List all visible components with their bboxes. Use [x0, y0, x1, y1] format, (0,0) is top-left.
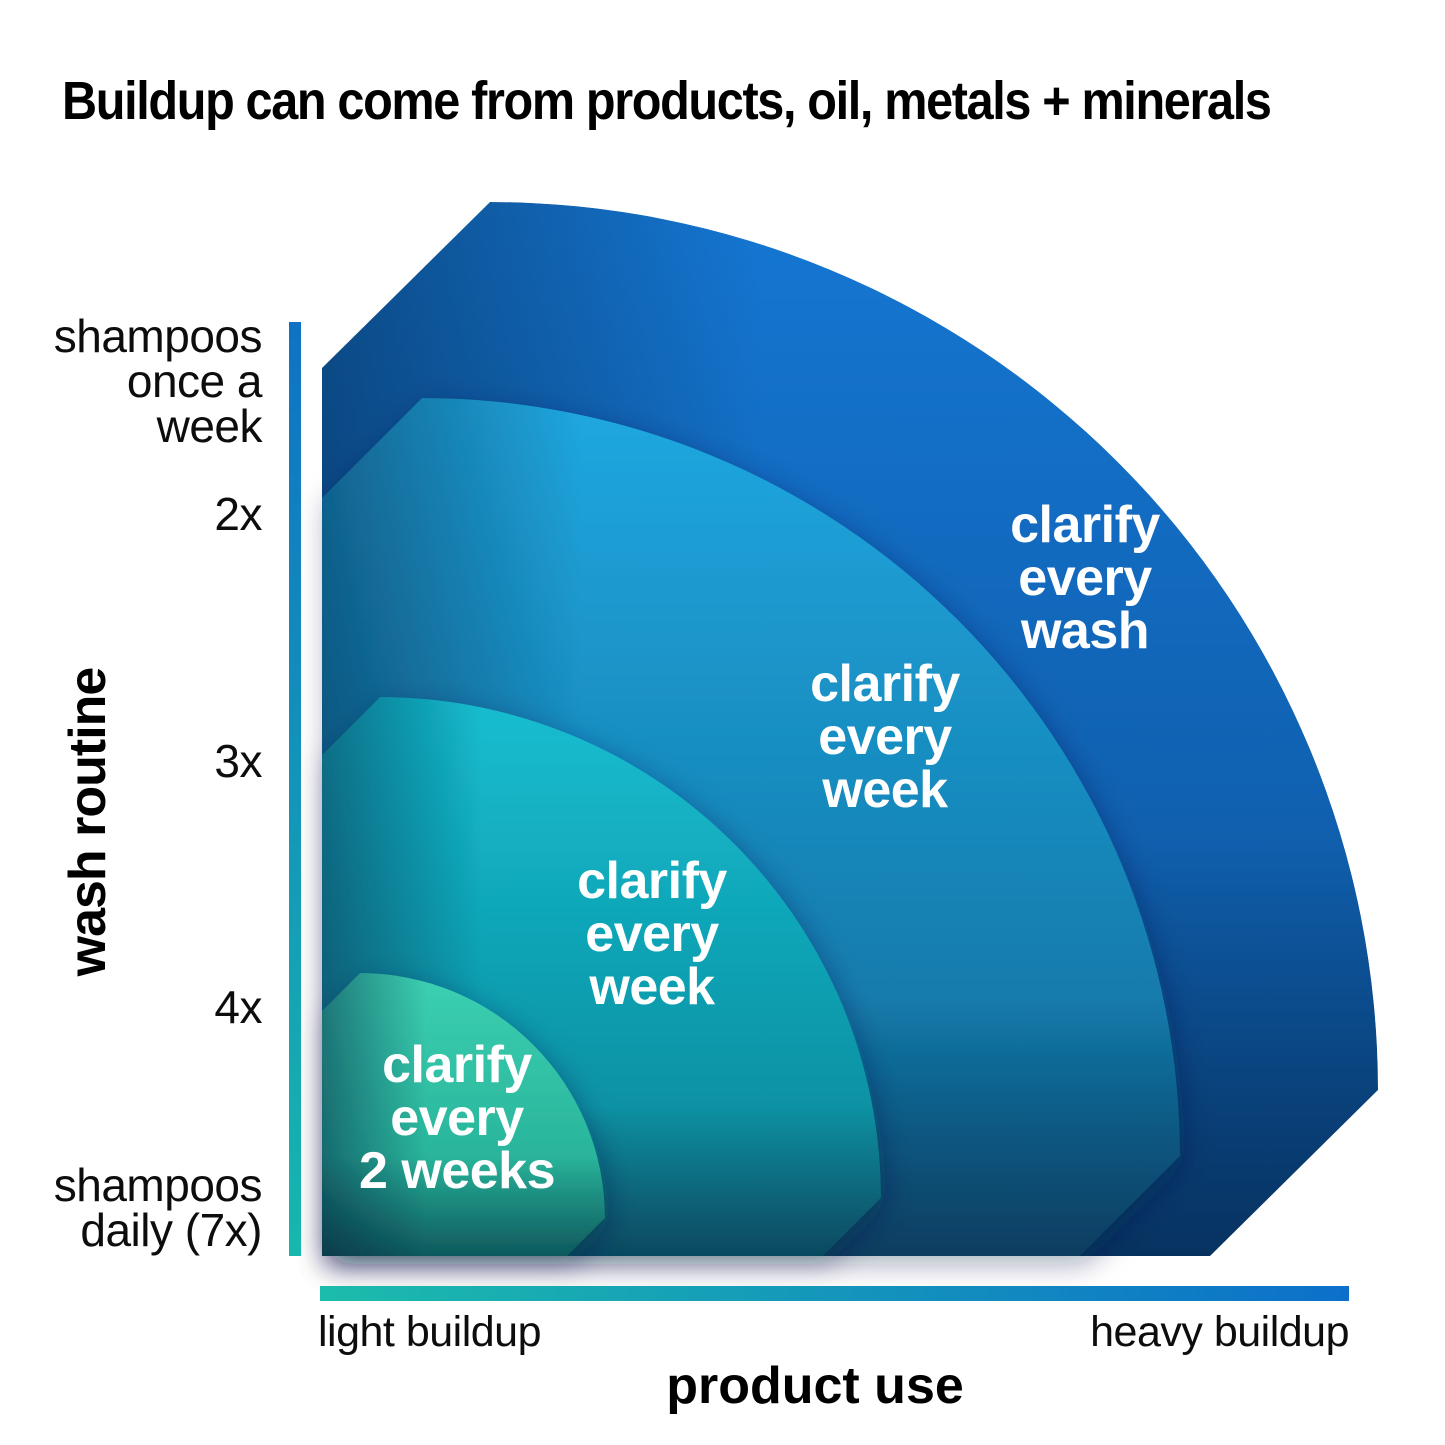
ring-label-line: every	[818, 708, 952, 766]
y-tick-2x: 2x	[214, 488, 262, 540]
y-tick-line: shampoos	[53, 310, 263, 362]
ring-label-line: week	[822, 761, 948, 819]
ring-inner-group	[322, 973, 605, 1256]
y-tick-3x: 3x	[214, 735, 262, 787]
ring-label-line: clarify	[577, 852, 727, 910]
ring-label-line: clarify	[810, 655, 960, 713]
ring-label-line: 2 weeks	[359, 1142, 556, 1200]
y-tick-line: shampoos	[53, 1159, 263, 1211]
y-tick-once-a-week: shampoos once a week	[40, 310, 263, 452]
x-label-heavy-buildup: heavy buildup	[1090, 1308, 1349, 1356]
y-axis-title: wash routine	[59, 667, 117, 977]
ring-label-line: week	[589, 958, 715, 1016]
x-axis-bar	[320, 1286, 1349, 1301]
ring-label-line: clarify	[382, 1036, 532, 1094]
ring-label-line: every	[390, 1089, 524, 1147]
x-axis-title: product use	[666, 1357, 964, 1415]
ring-third-label: clarify every week	[705, 658, 1065, 817]
ring-label-line: wash	[1020, 602, 1150, 660]
page-title: Buildup can come from products, oil, met…	[62, 71, 1272, 131]
ring-inner-bottom-shade	[322, 1156, 605, 1256]
x-label-light-buildup: light buildup	[318, 1308, 542, 1356]
ring-inner-label: clarify every 2 weeks	[277, 1039, 637, 1198]
y-tick-line: week	[156, 400, 263, 452]
ring-label-line: every	[585, 905, 719, 963]
y-axis-bar	[289, 322, 301, 1256]
y-tick-4x: 4x	[214, 981, 262, 1033]
ring-second-label: clarify every week	[472, 855, 832, 1014]
y-tick-line: once a	[126, 355, 263, 407]
y-tick-daily: shampoos daily (7x)	[40, 1159, 263, 1256]
y-tick-line: daily (7x)	[80, 1204, 262, 1256]
ring-outer-label: clarify every wash	[905, 499, 1265, 658]
ring-label-line: every	[1018, 549, 1152, 607]
ring-label-line: clarify	[1010, 496, 1160, 554]
